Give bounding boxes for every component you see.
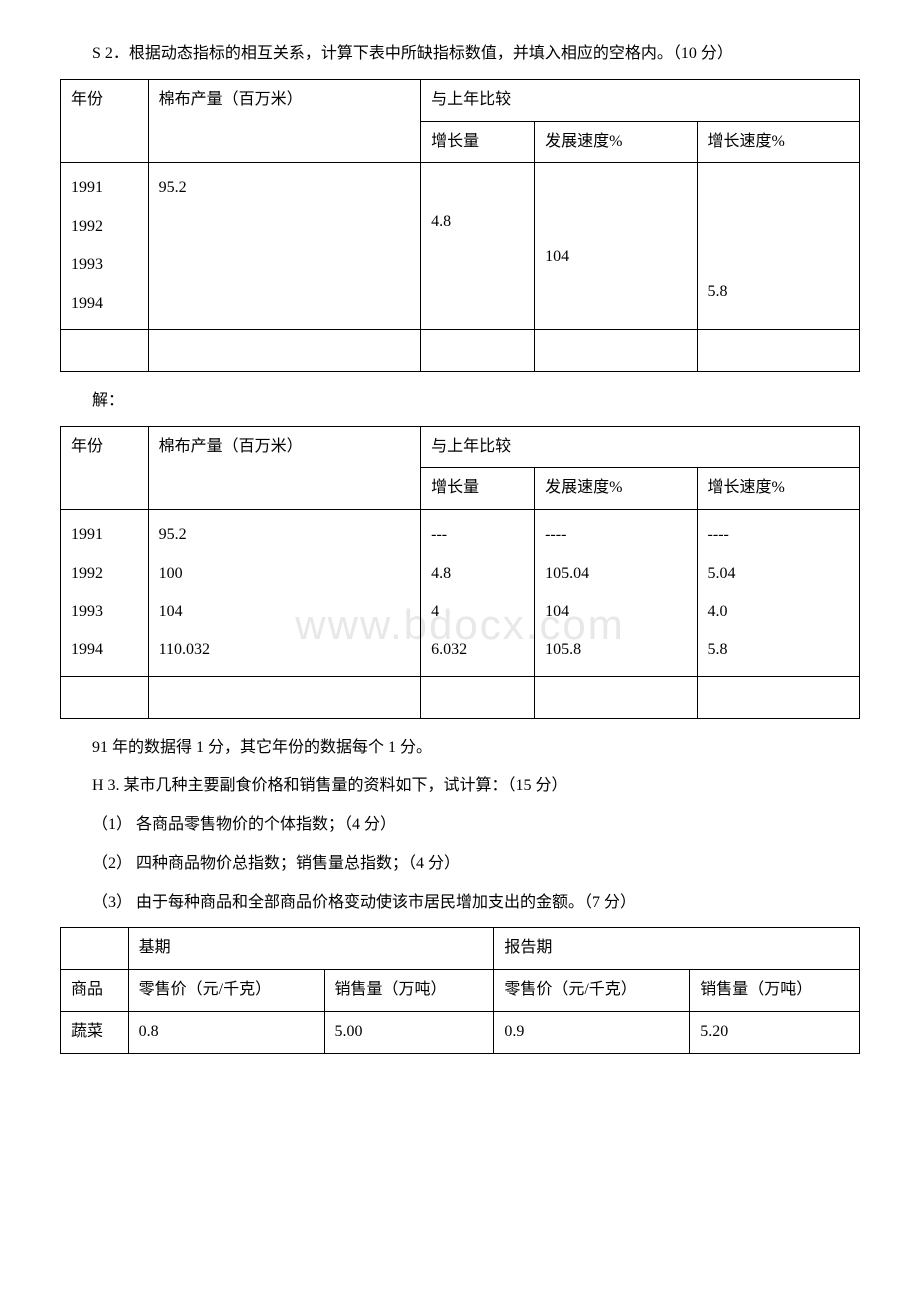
t2-output: 95.2100104110.032 [148,510,421,677]
t1-growthrate: 5.8 [697,163,859,330]
t2-h-growth: 增长量 [421,468,535,510]
t3-h-report: 报告期 [494,928,860,970]
t3-h-product: 商品 [61,970,129,1012]
t1-empty1 [61,329,149,371]
t1-h-growthrate: 增长速度% [697,121,859,163]
t1-growth: 4.8 [421,163,535,330]
t1-years: 1991199219931994 [61,163,149,330]
t3-empty-tl [61,928,129,970]
t3-r1-basevol: 5.00 [324,1012,494,1054]
t2-empty2 [148,676,421,718]
t1-empty3 [421,329,535,371]
t3-r1-reportprice: 0.9 [494,1012,690,1054]
q3-item2: （2） 四种商品物价总指数；销售量总指数；（4 分） [60,850,860,879]
t2-growthrate: ----5.044.05.8 [697,510,859,677]
t3-r1-baseprice: 0.8 [128,1012,324,1054]
q2-table1: 年份 棉布产量（百万米） 与上年比较 增长量 发展速度% 增长速度% 19911… [60,79,860,372]
t3-h-salesvol: 销售量（万吨） [324,970,494,1012]
t3-r1-reportvol: 5.20 [690,1012,860,1054]
t3-h-salesvol2: 销售量（万吨） [690,970,860,1012]
solution-label: 解： [60,387,860,416]
t2-empty3 [421,676,535,718]
t2-h-growthrate: 增长速度% [697,468,859,510]
t1-devrate: 104 [535,163,697,330]
document-content: S 2．根据动态指标的相互关系，计算下表中所缺指标数值，并填入相应的空格内。（1… [60,40,860,1054]
t2-years: 1991199219931994 [61,510,149,677]
t2-h-year: 年份 [61,426,149,510]
q3-table: 基期 报告期 商品 零售价（元/千克） 销售量（万吨） 零售价（元/千克） 销售… [60,927,860,1053]
t1-h-year: 年份 [61,79,149,163]
q2-table2: 年份 棉布产量（百万米） 与上年比较 增长量 发展速度% 增长速度% 19911… [60,426,860,719]
t1-output: 95.2 [148,163,421,330]
t3-h-base: 基期 [128,928,494,970]
t1-empty2 [148,329,421,371]
q2-prompt: S 2．根据动态指标的相互关系，计算下表中所缺指标数值，并填入相应的空格内。（1… [60,40,860,69]
t2-h-output: 棉布产量（百万米） [148,426,421,510]
t3-h-retailprice: 零售价（元/千克） [128,970,324,1012]
t1-empty4 [535,329,697,371]
t2-devrate: ----105.04104105.8 [535,510,697,677]
t2-growth: ---4.846.032 [421,510,535,677]
t1-empty5 [697,329,859,371]
t1-h-compare: 与上年比较 [421,79,860,121]
t2-h-devrate: 发展速度% [535,468,697,510]
t1-h-growth: 增长量 [421,121,535,163]
t3-h-retailprice2: 零售价（元/千克） [494,970,690,1012]
q3-item3: （3） 由于每种商品和全部商品价格变动使该市居民增加支出的金额。（7 分） [60,889,860,918]
t1-h-devrate: 发展速度% [535,121,697,163]
t2-empty5 [697,676,859,718]
q2-note: 91 年的数据得 1 分，其它年份的数据每个 1 分。 [60,734,860,763]
q3-prompt: H 3. 某市几种主要副食价格和销售量的资料如下，试计算：（15 分） [60,772,860,801]
t1-h-output: 棉布产量（百万米） [148,79,421,163]
t2-empty1 [61,676,149,718]
t2-h-compare: 与上年比较 [421,426,860,468]
t2-empty4 [535,676,697,718]
t3-r1-product: 蔬菜 [61,1012,129,1054]
q3-item1: （1） 各商品零售物价的个体指数；（4 分） [60,811,860,840]
